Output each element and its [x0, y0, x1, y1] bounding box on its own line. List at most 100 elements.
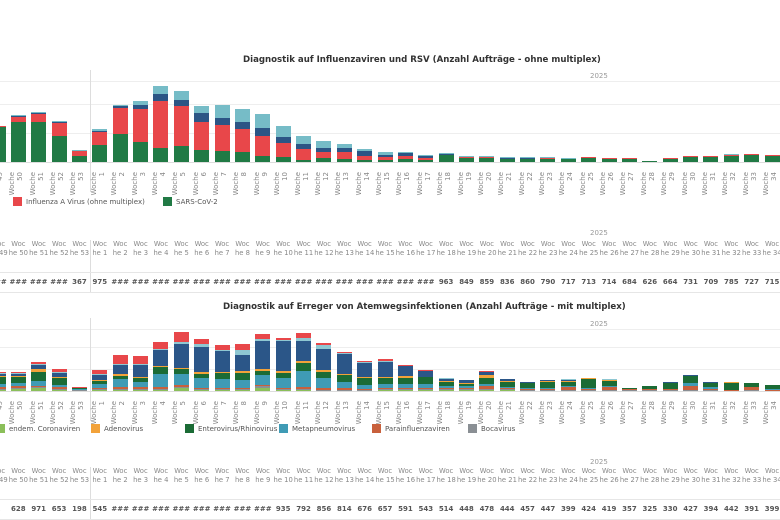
x-axis-label: Woche 9: [252, 172, 269, 196]
axis-baseline: [0, 391, 780, 392]
legend-label: Metapneumovirus: [292, 424, 356, 433]
bar-segment: [459, 157, 474, 162]
table-value: 715: [764, 278, 780, 286]
table-column-header: Woc he 25: [579, 467, 599, 484]
bar-segment: [31, 364, 47, 369]
bar-segment: [316, 152, 332, 158]
bar-segment: [479, 386, 495, 389]
bar-segment: [336, 388, 352, 390]
x-axis-label: Woche 25: [578, 401, 595, 425]
bar-segment: [438, 381, 454, 383]
table-column-header: Woc he 50: [8, 240, 29, 257]
legend-swatch: [468, 424, 477, 433]
bar-segment: [459, 386, 474, 388]
bar-segment: [10, 116, 26, 123]
bar-segment: [133, 356, 149, 364]
bar-segment: [397, 153, 413, 156]
table-column-header: Woc he 18: [436, 467, 456, 484]
bar-segment: [683, 383, 699, 386]
x-axis-label: Woche 6: [191, 172, 208, 196]
bar-segment: [31, 369, 47, 372]
bar-segment: [234, 390, 250, 391]
legend-item: Bocavirus: [468, 424, 515, 433]
table-column-header: Woc he 33: [742, 240, 762, 257]
x-axis-label: Woche 8: [232, 172, 249, 196]
table-value: 836: [499, 278, 515, 286]
bar-segment: [153, 389, 169, 391]
table-value: 971: [31, 505, 47, 513]
x-axis-label: Woche 31: [700, 172, 717, 196]
bar-segment: [194, 106, 210, 114]
table-column-header: Woc he 53: [69, 240, 90, 257]
bar-segment: [397, 388, 413, 390]
table-value: 785: [724, 278, 739, 286]
x-axis-label: Woche 26: [599, 401, 616, 425]
bar-segment: [234, 373, 250, 381]
table-column-header: Woc he 52: [49, 467, 69, 484]
bar-segment: [683, 390, 699, 391]
bar-segment: [153, 390, 169, 391]
bar-segment: [255, 155, 271, 162]
table-bottom: [0, 292, 780, 293]
table-value: 935: [275, 505, 291, 513]
bar-segment: [133, 387, 149, 390]
bar-segment: [71, 390, 87, 391]
bar-segment: [296, 361, 312, 364]
bar-segment: [601, 379, 617, 380]
bar-segment: [31, 363, 47, 365]
table-column-header: Woc he 52: [49, 240, 69, 257]
table-value: ###: [274, 278, 292, 286]
x-axis-label: Woche 27: [619, 172, 636, 196]
x-axis-label: Woche 5: [171, 172, 188, 196]
bar-segment: [418, 389, 434, 390]
bar-segment: [10, 372, 26, 374]
bar-segment: [71, 387, 87, 388]
legend-swatch: [13, 197, 22, 206]
bar-segment: [71, 389, 87, 390]
bar-segment: [275, 370, 291, 373]
x-axis-label: Woche 34: [762, 401, 779, 425]
table-value: ###: [50, 278, 68, 286]
bar-segment: [31, 385, 47, 388]
bar-segment: [520, 158, 536, 159]
table-value: ###: [213, 505, 231, 513]
legend-item: Parainfluenzaviren: [372, 424, 450, 433]
x-axis-label: Woche 16: [395, 172, 412, 196]
bar-segment: [357, 390, 373, 391]
chart2-year-label: 2025: [590, 320, 608, 328]
bar-segment: [153, 373, 169, 387]
table-value: 325: [642, 505, 658, 513]
bar-segment: [560, 157, 576, 159]
x-axis-label: Woche 3: [130, 172, 147, 196]
legend-swatch: [372, 424, 381, 433]
bar-segment: [418, 158, 434, 160]
bar-segment: [499, 386, 515, 388]
bar-segment: [0, 384, 6, 387]
bar-segment: [581, 387, 597, 389]
table-column-header: Woc he 20: [477, 240, 497, 257]
bar-segment: [601, 387, 617, 390]
bar-segment: [560, 379, 576, 380]
bar-segment: [479, 156, 495, 158]
bar-segment: [31, 371, 47, 381]
bar-segment: [520, 388, 536, 390]
bar-segment: [296, 160, 312, 162]
bar-segment: [296, 387, 312, 389]
bar-segment: [255, 341, 271, 369]
table-column-header: Woc he 1: [92, 240, 108, 257]
table-column-header: Woc he 16: [395, 240, 416, 257]
bar-segment: [723, 155, 739, 157]
table-column-header: Woc he 21: [497, 467, 517, 484]
x-axis-label: Woche 22: [517, 401, 534, 425]
bar-segment: [10, 371, 26, 373]
table-column-header: Woc he 9: [255, 467, 271, 484]
bar-segment: [31, 381, 47, 386]
bar-segment: [173, 342, 189, 344]
bar-segment: [51, 388, 67, 390]
bar-segment: [744, 387, 760, 391]
gridline: [0, 104, 780, 105]
legend-item: Adenovirus: [91, 424, 143, 433]
legend-label: endem. Coronaviren: [9, 424, 81, 433]
bar-segment: [336, 351, 352, 354]
legend-label: Bocavirus: [481, 424, 516, 433]
